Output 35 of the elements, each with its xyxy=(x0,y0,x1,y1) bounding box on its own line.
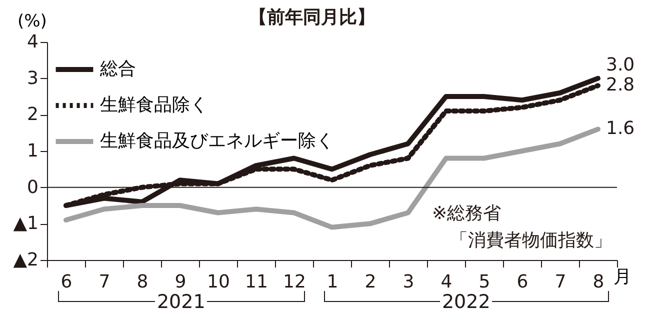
data-label: 1.6 xyxy=(606,118,635,140)
x-tick-label: 3 xyxy=(402,272,414,292)
x-tick-label: 8 xyxy=(136,272,148,292)
y-tick-label: ▲2 xyxy=(13,250,38,270)
text: 2022 xyxy=(440,291,492,313)
x-tick-label: 2 xyxy=(364,272,376,292)
data-label: 2.8 xyxy=(606,74,635,96)
x-axis-title: 月 xyxy=(614,266,632,288)
y-tick-label: 3 xyxy=(27,68,38,89)
x-tick-label: 1 xyxy=(326,272,338,292)
chart-title: 【前年同月比】 xyxy=(249,7,375,28)
x-tick-label: 6 xyxy=(516,272,528,292)
x-tick-label: 11 xyxy=(245,272,268,292)
legend-label: 総合 xyxy=(99,58,136,80)
annotation: ※総務省 xyxy=(432,203,502,224)
x-tick-label: 7 xyxy=(98,272,110,292)
y-axis-title: (%) xyxy=(18,12,47,32)
x-tick-label: 6 xyxy=(60,272,72,292)
annotation: 「消費者物価指数」 xyxy=(450,230,612,251)
data-label: 3.0 xyxy=(606,54,635,76)
x-tick-label: 9 xyxy=(174,272,186,292)
x-tick-label: 8 xyxy=(592,272,604,292)
x-tick-label: 12 xyxy=(283,272,306,292)
legend-label: 生鮮食品除く xyxy=(100,94,208,116)
text: 2021 xyxy=(154,291,208,313)
x-tick-label: 5 xyxy=(478,272,490,292)
y-tick-label: 0 xyxy=(27,176,38,198)
x-tick-label: 4 xyxy=(440,272,452,292)
y-tick-label: ▲1 xyxy=(13,213,38,234)
legend-label: 生鮮食品及びエネルギー除く xyxy=(100,130,334,152)
y-tick-label: 1 xyxy=(27,140,38,162)
x-tick-label: 10 xyxy=(207,272,230,292)
y-tick-label: 4 xyxy=(27,32,38,52)
y-tick-label: 2 xyxy=(27,104,38,126)
x-tick-label: 7 xyxy=(554,272,566,292)
